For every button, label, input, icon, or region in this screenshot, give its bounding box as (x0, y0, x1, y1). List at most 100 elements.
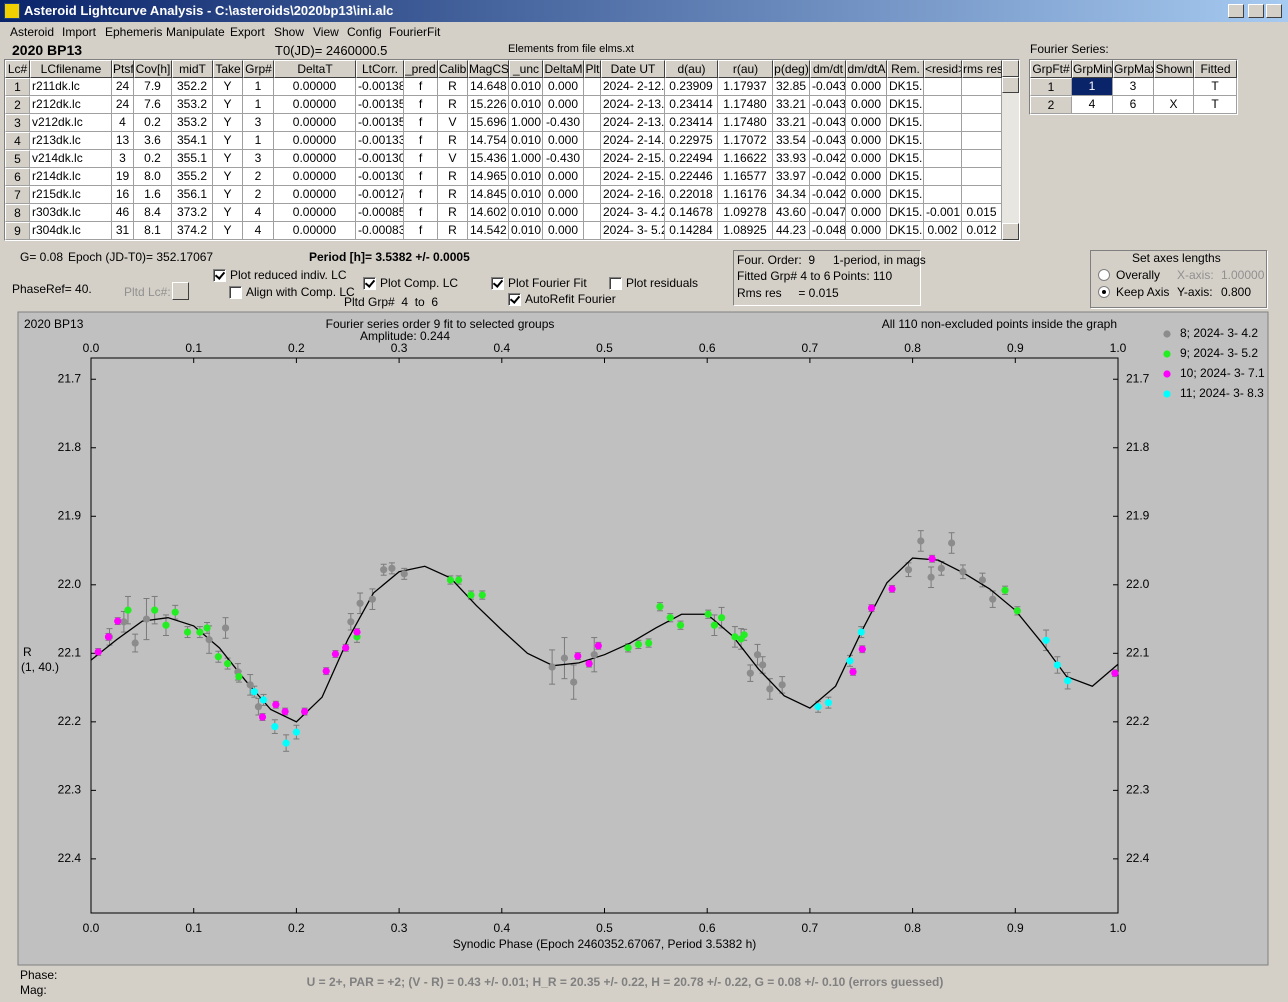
table-cell[interactable]: 4 (112, 114, 134, 132)
table-header[interactable]: _pred. (404, 60, 438, 78)
menu-item[interactable]: FourierFit (389, 25, 441, 39)
table-cell[interactable]: r304dk.lc (30, 222, 112, 240)
menu-item[interactable]: Manipulate (166, 25, 225, 39)
table-cell[interactable]: -0.043 (810, 96, 846, 114)
table-cell[interactable]: R (438, 204, 468, 222)
table-cell[interactable]: 1.16176 (718, 186, 773, 204)
table-cell[interactable] (924, 168, 962, 186)
table-cell[interactable]: 0.2 (134, 150, 172, 168)
table-cell[interactable]: 0.00000 (274, 150, 356, 168)
table-cell[interactable]: 2024- 2-13.2 (601, 96, 665, 114)
table-cell[interactable]: f (404, 96, 438, 114)
row-header[interactable]: 5 (5, 150, 30, 168)
menu-item[interactable]: Import (62, 25, 97, 39)
table-cell[interactable]: v214dk.lc (30, 150, 112, 168)
table-cell[interactable]: 2024- 2-12.2 (601, 78, 665, 96)
table-cell[interactable] (584, 204, 601, 222)
table-cell[interactable]: 13 (112, 132, 134, 150)
menu-item[interactable]: Show (274, 25, 305, 39)
table-cell[interactable]: 6 (1113, 96, 1154, 114)
menu-item[interactable]: Asteroid (10, 25, 55, 39)
table-header[interactable]: LCfilename (30, 60, 112, 78)
table-cell[interactable]: Y (213, 78, 243, 96)
table-cell[interactable] (584, 150, 601, 168)
table-cell[interactable]: 19 (112, 168, 134, 186)
table-cell[interactable]: -0.042 (810, 150, 846, 168)
table-cell[interactable]: R (438, 222, 468, 240)
table-cell[interactable] (962, 96, 1002, 114)
table-cell[interactable]: -0.00135 (356, 114, 404, 132)
table-cell[interactable]: 2024- 2-16.1 (601, 186, 665, 204)
table-header[interactable]: Calib. (438, 60, 468, 78)
table-cell[interactable]: 1.17480 (718, 96, 773, 114)
checkbox-label[interactable]: Plot reduced indiv. LC (230, 268, 347, 282)
table-cell[interactable]: DK15.. (887, 204, 924, 222)
radio-label[interactable]: Overally (1116, 268, 1161, 282)
table-cell[interactable]: -0.00085 (356, 204, 404, 222)
table-cell[interactable] (584, 186, 601, 204)
table-cell[interactable]: Y (213, 168, 243, 186)
table-cell[interactable]: 14.602 (468, 204, 509, 222)
table-cell[interactable]: 2024- 2-14.1 (601, 132, 665, 150)
table-cell[interactable]: 33.21 (773, 96, 810, 114)
row-header[interactable]: 2 (5, 96, 30, 114)
table-cell[interactable]: 1.16577 (718, 168, 773, 186)
table-cell[interactable]: DK15.. (887, 114, 924, 132)
table-header[interactable]: <resid> (924, 60, 962, 78)
table-cell[interactable]: R (438, 186, 468, 204)
table-cell[interactable]: T (1194, 78, 1237, 96)
table-cell[interactable] (962, 168, 1002, 186)
table-cell[interactable]: 15.696 (468, 114, 509, 132)
table-cell[interactable]: Y (213, 204, 243, 222)
table-cell[interactable]: 0.000 (543, 168, 584, 186)
table-cell[interactable]: 1 (243, 78, 274, 96)
row-header[interactable]: 1 (5, 78, 30, 96)
table-cell[interactable]: -0.430 (543, 150, 584, 168)
table-cell[interactable]: r214dk.lc (30, 168, 112, 186)
table-cell[interactable]: -0.00133 (356, 132, 404, 150)
table-cell[interactable]: 8.4 (134, 204, 172, 222)
table-cell[interactable]: 1 (1072, 78, 1113, 96)
table-cell[interactable]: Y (213, 150, 243, 168)
checkbox[interactable] (213, 269, 226, 282)
table-cell[interactable] (924, 132, 962, 150)
table-cell[interactable]: -0.042 (810, 168, 846, 186)
table-cell[interactable]: X (1154, 96, 1194, 114)
table-cell[interactable]: 0.010 (509, 132, 543, 150)
table-cell[interactable]: DK15.. (887, 78, 924, 96)
row-header[interactable]: 9 (5, 222, 30, 240)
table-cell[interactable]: 33.21 (773, 114, 810, 132)
table-cell[interactable]: 4 (243, 204, 274, 222)
checkbox-label[interactable]: Plot Comp. LC (380, 276, 459, 290)
table-cell[interactable]: 374.2 (172, 222, 213, 240)
table-cell[interactable]: DK15.. (887, 96, 924, 114)
table-cell[interactable]: -0.048 (810, 222, 846, 240)
table-cell[interactable]: 1.17072 (718, 132, 773, 150)
table-cell[interactable]: 3 (243, 114, 274, 132)
table-cell[interactable]: -0.043 (810, 114, 846, 132)
menu-item[interactable]: Export (230, 25, 265, 39)
table-cell[interactable]: 0.00000 (274, 114, 356, 132)
table-cell[interactable]: 0.000 (846, 78, 887, 96)
table-cell[interactable]: 373.2 (172, 204, 213, 222)
table-cell[interactable] (962, 114, 1002, 132)
checkbox-label[interactable]: AutoRefit Fourier (525, 292, 616, 306)
table-cell[interactable]: 0.22446 (665, 168, 718, 186)
table-cell[interactable]: 3 (112, 150, 134, 168)
table-cell[interactable]: 0.23909 (665, 78, 718, 96)
table-cell[interactable]: -0.00135 (356, 96, 404, 114)
table-cell[interactable]: 14.965 (468, 168, 509, 186)
table-header[interactable]: MagCS (468, 60, 509, 78)
table-cell[interactable]: -0.00127 (356, 186, 404, 204)
table-cell[interactable] (924, 78, 962, 96)
row-header[interactable]: 1 (1030, 78, 1072, 96)
table-cell[interactable]: 0.000 (846, 222, 887, 240)
table-header[interactable]: Lc# (5, 60, 30, 78)
row-header[interactable]: 4 (5, 132, 30, 150)
table-cell[interactable]: 0.2 (134, 114, 172, 132)
table-header[interactable]: Plt (584, 60, 601, 78)
table-header[interactable]: Take (213, 60, 243, 78)
table-cell[interactable]: 14.754 (468, 132, 509, 150)
window-button[interactable] (1266, 4, 1282, 18)
table-cell[interactable]: 0.000 (846, 168, 887, 186)
